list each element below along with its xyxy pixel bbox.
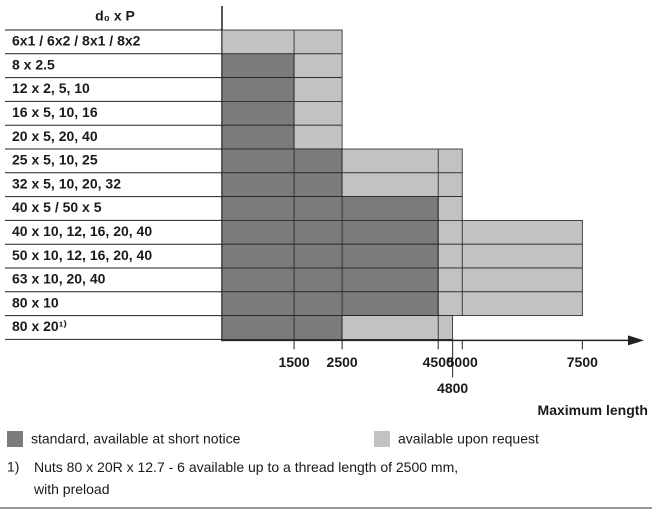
bar-segment (221, 124, 295, 150)
bar-segment (221, 29, 343, 55)
footnote-marker: 1) (7, 459, 19, 475)
x-tick-label: 2500 (327, 354, 358, 370)
bar-segment (293, 101, 343, 126)
category-label: 16 x 5, 10, 16 (12, 104, 98, 120)
bar-segment (221, 291, 439, 316)
x-tick-label: 1500 (278, 354, 309, 370)
category-label: 50 x 10, 12, 16, 20, 40 (12, 247, 152, 263)
category-label: 40 x 10, 12, 16, 20, 40 (12, 223, 152, 239)
category-header: d₀ x P (95, 8, 135, 24)
footnote-line: with preload (33, 481, 110, 497)
bar-segment (437, 291, 583, 316)
bar-segment (221, 172, 343, 198)
bar-segment (293, 124, 343, 150)
category-label: 40 x 5 / 50 x 5 (12, 199, 102, 215)
category-label: 32 x 5, 10, 20, 32 (12, 175, 121, 191)
bar-segment (341, 315, 454, 340)
bar-segment (221, 243, 439, 269)
x-tick-label: 7500 (567, 354, 598, 370)
x-tick-label: 5000 (447, 354, 478, 370)
category-label: 6x1 / 6x2 / 8x1 / 8x2 (12, 33, 141, 49)
bar-segment (221, 53, 295, 78)
legend-label: standard, available at short notice (31, 431, 241, 447)
bar-segment (221, 196, 439, 221)
category-label: 12 x 2, 5, 10 (12, 80, 90, 96)
bar-segment (437, 196, 463, 221)
bar-segment (221, 315, 343, 340)
category-label: 8 x 2.5 (12, 56, 55, 72)
legend-swatch (374, 431, 390, 447)
category-label: 25 x 5, 10, 25 (12, 152, 98, 168)
bar-segment (221, 219, 439, 245)
bar-segment (341, 172, 463, 198)
bar-segment (437, 267, 583, 293)
category-label: 80 x 10 (12, 294, 59, 310)
axis-arrow (628, 335, 644, 346)
bar-segment (437, 219, 583, 245)
x-tick-label: 4800 (437, 380, 468, 396)
footnote-line: Nuts 80 x 20R x 12.7 - 6 available up to… (34, 459, 462, 475)
footnote-text: Nuts 80 x 20R x 12.7 - 6 available up to… (33, 459, 462, 497)
bar-segment (221, 101, 295, 126)
category-label: 63 x 10, 20, 40 (12, 271, 106, 287)
bar-segment (341, 148, 463, 174)
legend-swatch (7, 431, 23, 447)
x-tick-label: 4500 (423, 354, 454, 370)
bar-segment (221, 77, 295, 102)
bar-segment (293, 77, 343, 102)
bar-segment (293, 53, 343, 78)
legend-label: available upon request (398, 431, 539, 447)
category-label: 80 x 20¹⁾ (12, 318, 67, 334)
category-label: 20 x 5, 20, 40 (12, 128, 98, 144)
bar-segment (221, 267, 439, 293)
bar-segment (221, 148, 343, 174)
bar-segment (437, 243, 583, 269)
x-axis-label: Maximum length (538, 402, 648, 418)
